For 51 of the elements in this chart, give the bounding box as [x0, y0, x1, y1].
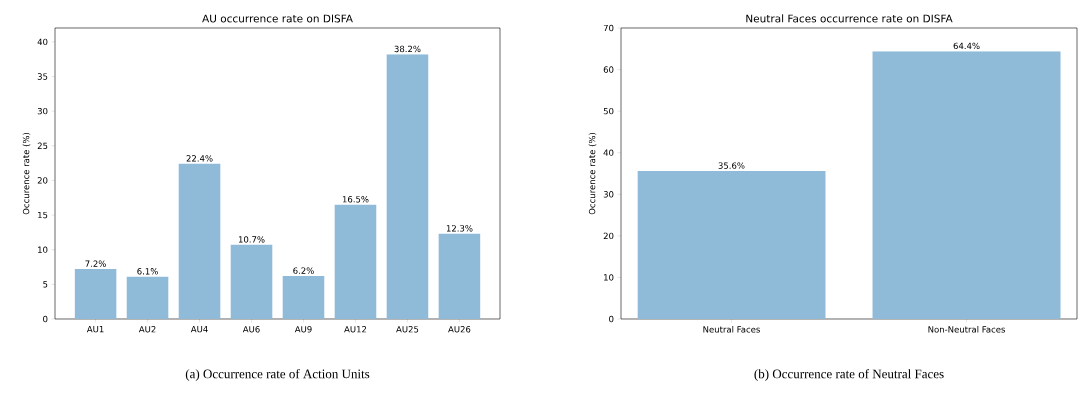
y-tick-label: 35 [37, 73, 48, 80]
bar [230, 244, 273, 319]
x-tick-label: Non-Neutral Faces [928, 326, 1005, 333]
y-tick-label: 0 [609, 315, 614, 323]
x-tick-label: AU12 [344, 326, 367, 333]
x-tick-label: AU4 [190, 326, 208, 333]
y-tick-label: 20 [603, 232, 614, 240]
y-tick-label: 10 [604, 274, 614, 281]
data-label: 38.2% [394, 45, 421, 53]
x-tick-label: AU1 [86, 326, 104, 333]
bar [178, 163, 221, 319]
y-tick-label: 10 [38, 246, 48, 253]
y-tick-label: 30 [603, 191, 614, 198]
data-label: 64.4% [953, 42, 980, 50]
y-tick-label: 40 [37, 38, 48, 46]
y-axis-title: Occurence rate (%) [588, 132, 597, 215]
bar [74, 269, 117, 319]
bar [438, 233, 481, 319]
y-axis-title: Occurence rate (%) [22, 132, 31, 215]
data-label: 16.5% [342, 196, 369, 203]
data-label: 6.1% [137, 268, 158, 275]
x-tick-label: AU6 [242, 326, 260, 333]
bar [386, 54, 429, 319]
bar [334, 204, 377, 319]
y-tick-label: 50 [603, 107, 614, 115]
data-label: 22.4% [186, 155, 213, 162]
y-tick-label: 25 [37, 142, 48, 149]
y-tick-label: 20 [37, 177, 48, 184]
data-label: 7.2% [85, 260, 106, 267]
chart-title: Neutral Faces occurrence rate on DISFA [746, 14, 953, 23]
data-label: 10.7% [238, 236, 265, 243]
data-label: 35.6% [718, 162, 745, 169]
y-tick-label: 5 [43, 281, 48, 288]
x-tick-label: AU9 [294, 326, 312, 333]
x-tick-label: AU2 [138, 326, 156, 333]
y-tick-label: 70 [603, 24, 614, 32]
x-tick-label: AU26 [448, 326, 471, 333]
bar [126, 276, 169, 319]
bar [282, 276, 325, 319]
text: (b) Occurrence rate of Neutral Faces [754, 369, 944, 381]
y-tick-label: 40 [603, 149, 614, 156]
x-tick-label: Neutral Faces [703, 326, 760, 333]
data-label: 12.3% [446, 225, 473, 232]
data-label: 6.2% [293, 267, 314, 274]
y-tick-label: 15 [38, 211, 48, 219]
y-tick-label: 30 [37, 107, 48, 115]
text: (a) Occurrence rate of Action Units [185, 369, 370, 381]
chart-title: AU occurrence rate on DISFA [202, 14, 353, 23]
y-tick-label: 0 [43, 315, 48, 323]
x-tick-label: AU25 [396, 326, 419, 333]
y-tick-label: 60 [603, 66, 614, 73]
